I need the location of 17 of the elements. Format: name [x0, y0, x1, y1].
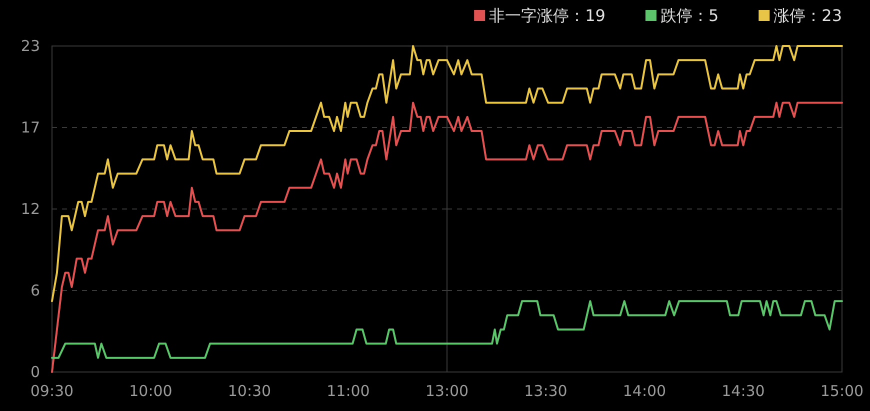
x-tick-label: 15:00: [820, 382, 864, 400]
x-tick-label: 14:30: [722, 382, 765, 400]
legend-label: 非一字涨停：19: [489, 6, 606, 25]
legend-label: 涨停：23: [774, 6, 842, 25]
y-tick-label: 23: [20, 37, 40, 55]
x-tick-label: 11:00: [326, 382, 370, 400]
y-tick-label: 0: [30, 363, 40, 381]
x-tick-label: 10:00: [129, 382, 172, 400]
x-tick-label: 13:00: [425, 382, 469, 400]
x-tick-label: 09:30: [30, 382, 74, 400]
x-tick-label: 14:00: [622, 382, 666, 400]
x-tick-label: 10:30: [228, 382, 272, 400]
y-tick-label: 12: [20, 200, 40, 218]
legend-label: 跌停：5: [660, 6, 719, 25]
y-tick-label: 17: [20, 118, 40, 136]
y-tick-label: 6: [30, 282, 40, 300]
x-tick-label: 13:30: [524, 382, 568, 400]
